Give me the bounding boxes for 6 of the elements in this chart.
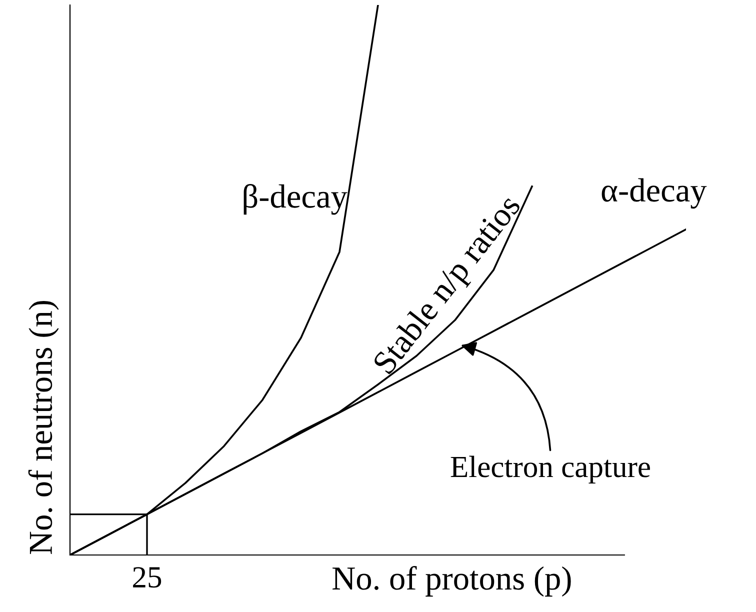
annotation: Electron capture: [450, 456, 650, 484]
y-axis-title: No. of neutrons (n): [28, 300, 59, 554]
x-axis-title: No. of protons (p): [332, 566, 571, 597]
text: 25: [133, 567, 162, 588]
series-label: β-decay: [244, 184, 348, 215]
series-label: α-decay: [602, 178, 707, 209]
